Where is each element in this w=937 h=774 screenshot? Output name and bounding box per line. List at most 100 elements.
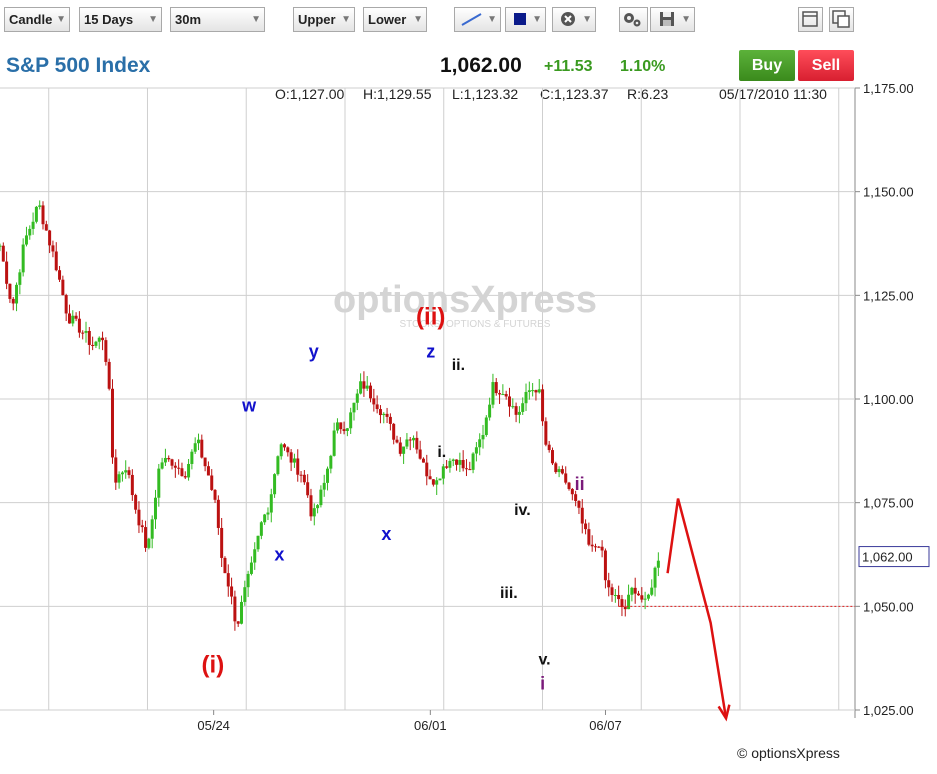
candle-up — [24, 235, 28, 245]
candle-down — [504, 394, 508, 397]
candle-down — [547, 444, 551, 451]
candle-down — [498, 393, 502, 395]
candle-up — [120, 472, 124, 475]
candle-down — [223, 557, 227, 574]
upper-indicator-select[interactable]: Upper ▼ — [293, 7, 355, 32]
candle-down — [67, 313, 71, 324]
candle-up — [438, 478, 442, 481]
wave-label: w — [241, 395, 257, 415]
candle-up — [458, 459, 462, 465]
candle-down — [342, 429, 346, 431]
candle-up — [28, 228, 32, 236]
chevron-down-icon: ▼ — [413, 14, 423, 25]
high-value: H:1,129.55 — [363, 86, 432, 102]
chevron-down-icon: ▼ — [341, 14, 351, 25]
toolbar: Candle ▼ 15 Days ▼ 30m ▼ Upper ▼ Lower ▼ ▼ ▼ … — [0, 0, 937, 40]
candle-up — [266, 512, 270, 515]
candle-up — [269, 494, 273, 513]
candle-up — [345, 428, 349, 431]
candle-up — [18, 272, 22, 285]
candle-up — [193, 443, 197, 452]
candle-down — [58, 270, 62, 280]
candle-down — [623, 607, 627, 610]
candle-down — [140, 525, 144, 528]
period-select[interactable]: 15 Days ▼ — [79, 7, 162, 32]
candle-up — [153, 497, 157, 520]
candle-up — [613, 595, 617, 597]
wave-label: (ii) — [416, 303, 445, 330]
candle-up — [240, 601, 244, 624]
candle-up — [646, 594, 650, 599]
candle-down — [388, 416, 392, 424]
candle-down — [415, 437, 419, 450]
settings-button[interactable] — [619, 7, 648, 32]
candle-down — [507, 396, 511, 407]
candle-down — [213, 489, 217, 500]
y-tick-label: 1,075.00 — [863, 496, 914, 511]
chart-grid — [0, 87, 856, 718]
current-price-marker — [858, 546, 930, 568]
settings-icon — [624, 13, 641, 27]
popout-button[interactable] — [829, 7, 854, 32]
delete-drawing-button[interactable]: ▼ — [552, 7, 596, 32]
candle-down — [468, 469, 472, 471]
candle-down — [91, 344, 95, 346]
candle-down — [617, 595, 621, 600]
candle-down — [339, 422, 343, 430]
instrument-title: S&P 500 Index — [6, 54, 151, 77]
window-button[interactable] — [798, 7, 823, 32]
save-icon — [659, 12, 674, 26]
candle-up — [150, 519, 154, 539]
candle-down — [637, 593, 641, 596]
candle-down — [8, 283, 12, 299]
wave-label: iii. — [500, 585, 518, 602]
low-value: L:1,123.32 — [452, 86, 519, 102]
color-button[interactable]: ▼ — [505, 7, 546, 32]
last-price: 1,062.00 — [440, 54, 522, 77]
candle-up — [332, 430, 336, 456]
candle-up — [365, 385, 369, 389]
candle-up — [0, 245, 2, 247]
candle-down — [61, 279, 65, 296]
candle-up — [71, 315, 75, 324]
y-tick-label: 1,175.00 — [863, 81, 914, 96]
wave-label: x — [274, 545, 284, 565]
candle-down — [110, 388, 114, 458]
chevron-down-icon: ▼ — [487, 14, 497, 25]
candle-up — [352, 402, 356, 413]
candle-down — [177, 467, 181, 469]
candle-down — [48, 230, 52, 246]
candle-down — [640, 595, 644, 600]
line-tool-button[interactable]: ▼ — [454, 7, 501, 32]
line-tool-icon — [460, 13, 482, 26]
candle-down — [455, 459, 459, 465]
candle-down — [431, 479, 435, 485]
close-value: C:1,123.37 — [540, 86, 609, 102]
y-tick-label: 1,025.00 — [863, 703, 914, 718]
candle-down — [372, 398, 376, 405]
interval-label: 30m — [175, 12, 202, 27]
candle-up — [656, 560, 660, 568]
lower-indicator-select[interactable]: Lower ▼ — [363, 7, 427, 32]
candle-down — [309, 495, 313, 517]
candle-down — [445, 466, 449, 468]
y-tick-label: 1,050.00 — [863, 599, 914, 614]
chart-type-select[interactable]: Candle ▼ — [4, 7, 70, 32]
candle-down — [580, 507, 584, 524]
candle-up — [355, 393, 359, 403]
candle-up — [501, 394, 505, 396]
candle-up — [517, 411, 521, 415]
buy-button[interactable]: Buy — [739, 50, 795, 81]
x-tick-label: 05/24 — [197, 718, 230, 733]
interval-select[interactable]: 30m ▼ — [170, 7, 265, 32]
candle-up — [94, 341, 98, 346]
candle-up — [451, 459, 455, 461]
popout-icon — [832, 10, 850, 28]
candle-up — [147, 538, 151, 548]
candle-down — [567, 482, 571, 489]
sell-button[interactable]: Sell — [798, 50, 854, 81]
candle-down — [375, 404, 379, 410]
save-button[interactable]: ▼ — [650, 7, 695, 32]
projection-arrow — [666, 498, 728, 719]
